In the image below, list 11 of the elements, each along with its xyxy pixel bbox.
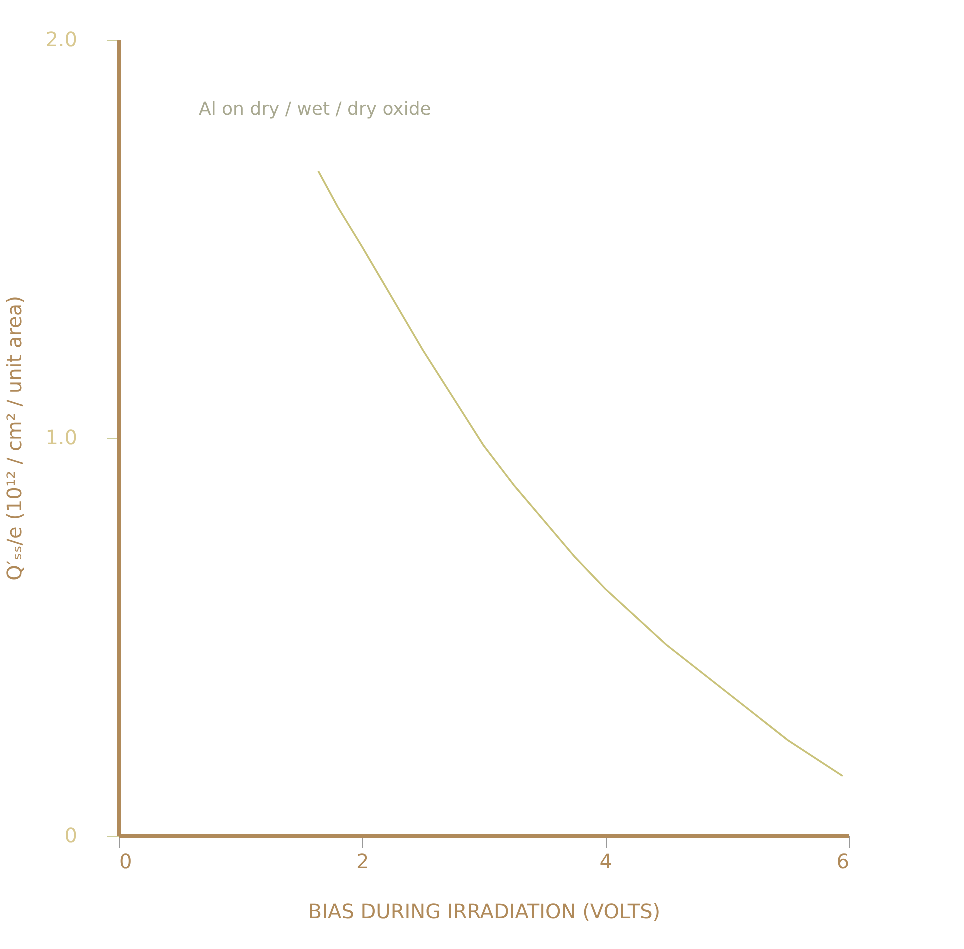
x-tick-label: 6 — [836, 850, 850, 874]
x-tick-label: 0 — [120, 850, 132, 874]
y-tick-label: 0 — [64, 824, 78, 848]
y-tick-label: 2.0 — [46, 28, 78, 52]
x-tick-label: 2 — [356, 850, 370, 874]
line-series — [318, 170, 844, 778]
y-tick-label: 1.0 — [46, 426, 78, 450]
text: Al on dry / wet / dry oxide — [199, 99, 432, 120]
x-tick-label: 4 — [600, 850, 613, 874]
y-axis-title: Q′ₛₛ/e (10¹² / cm² / unit area) — [2, 296, 27, 581]
x-axis-title: BIAS DURING IRRADIATION (VOLTS) — [308, 900, 661, 924]
